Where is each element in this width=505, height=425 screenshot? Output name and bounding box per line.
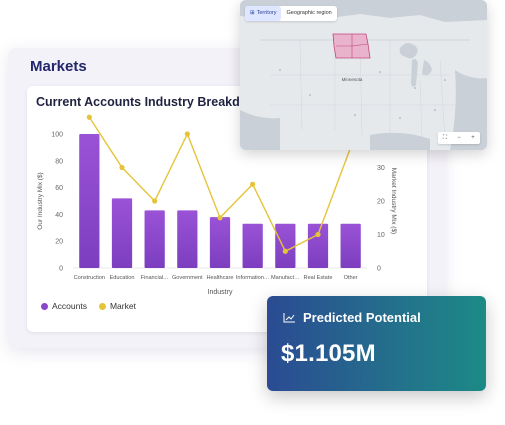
legend-item-accounts[interactable]: Accounts xyxy=(41,301,87,311)
x-tick-label: Other xyxy=(344,275,358,281)
atlantic-ocean xyxy=(450,70,487,150)
bar-accounts xyxy=(79,134,100,268)
point-market xyxy=(119,164,125,171)
predicted-potential-card: Predicted Potential $1.105M xyxy=(267,296,486,391)
chart-legend: Accounts Market xyxy=(41,301,136,311)
y-tick-label: 0 xyxy=(59,266,63,273)
lake-huron xyxy=(422,60,432,76)
water-area xyxy=(240,0,487,22)
legend-item-market[interactable]: Market xyxy=(98,301,136,311)
y2-tick-label: 30 xyxy=(377,165,385,172)
territory-highlight[interactable] xyxy=(332,33,371,59)
point-market xyxy=(282,248,288,254)
state-lines xyxy=(270,39,455,141)
bar-accounts xyxy=(177,210,198,268)
x-tick-label: Government xyxy=(172,275,203,281)
bar-accounts xyxy=(242,223,263,268)
map-state-label: Minnesota xyxy=(342,77,363,82)
y-tick-label: 100 xyxy=(51,132,63,139)
tab-geographic-region[interactable]: Geographic region xyxy=(281,6,336,21)
x-tick-label: Education xyxy=(110,275,135,281)
x-tick-label: Construction xyxy=(74,275,105,281)
legend-label-market: Market xyxy=(109,301,136,311)
pacific-ocean xyxy=(240,110,280,150)
point-market xyxy=(217,215,223,221)
legend-swatch-market xyxy=(98,302,106,310)
x-tick-label: Manufact… xyxy=(271,275,300,281)
bar-accounts xyxy=(275,223,296,268)
potential-value: $1.105M xyxy=(281,340,376,367)
y2-axis-label: Market Industry Mix ($) xyxy=(390,168,397,234)
tab-geographic-region-label: Geographic region xyxy=(286,10,332,16)
x-tick-label: Information… xyxy=(236,275,270,281)
x-tick-label: Real Estate xyxy=(304,275,333,281)
bar-accounts xyxy=(111,198,133,268)
y-tick-label: 20 xyxy=(55,239,63,246)
y2-tick-label: 0 xyxy=(377,266,381,273)
y-tick-label: 40 xyxy=(55,212,63,219)
lake-superior xyxy=(399,43,418,59)
zoom-in-button[interactable]: + xyxy=(471,135,475,141)
y2-tick-label: 10 xyxy=(377,232,385,239)
map-tabs: ⊞ Territory Geographic region xyxy=(245,6,337,21)
x-tick-label: Healthcare xyxy=(206,275,233,281)
x-axis-label: Industry xyxy=(208,289,233,296)
point-market xyxy=(184,131,190,137)
x-tick-label: Financial… xyxy=(141,275,169,281)
chart-title: Current Accounts Industry Breakdown xyxy=(36,95,265,109)
tab-territory[interactable]: ⊞ Territory xyxy=(245,6,282,21)
bar-accounts xyxy=(209,217,231,268)
point-market xyxy=(250,181,256,187)
lake-michigan xyxy=(411,59,418,87)
legend-swatch-accounts xyxy=(41,302,48,310)
point-market xyxy=(86,114,92,120)
point-market xyxy=(152,198,158,204)
potential-label: Predicted Potential xyxy=(303,310,421,325)
territory-map[interactable]: Minnesota ⊞ Territory Geographic region … xyxy=(240,0,487,150)
territory-icon: ⊞ xyxy=(250,10,255,16)
bar-accounts xyxy=(307,223,329,268)
map-canvas[interactable]: Minnesota xyxy=(240,0,487,150)
potential-header: Predicted Potential xyxy=(283,310,421,325)
bar-accounts xyxy=(144,210,165,268)
tab-territory-label: Territory xyxy=(256,10,277,16)
y-tick-label: 60 xyxy=(55,185,63,192)
y2-tick-label: 20 xyxy=(377,199,385,206)
y-tick-label: 80 xyxy=(55,158,63,165)
gulf-of-mexico xyxy=(370,132,430,150)
fullscreen-icon[interactable]: ⛶ xyxy=(442,135,448,141)
legend-label-accounts: Accounts xyxy=(52,301,87,311)
point-market xyxy=(315,231,321,238)
page-title: Markets xyxy=(30,58,87,75)
map-controls: ⛶ − + xyxy=(438,132,480,144)
city-markers xyxy=(279,69,446,119)
y-axis-label: Our Industry Mix ($) xyxy=(37,172,44,229)
zoom-out-button[interactable]: − xyxy=(457,135,461,141)
trend-line-icon xyxy=(283,313,295,323)
bar-accounts xyxy=(340,223,361,268)
